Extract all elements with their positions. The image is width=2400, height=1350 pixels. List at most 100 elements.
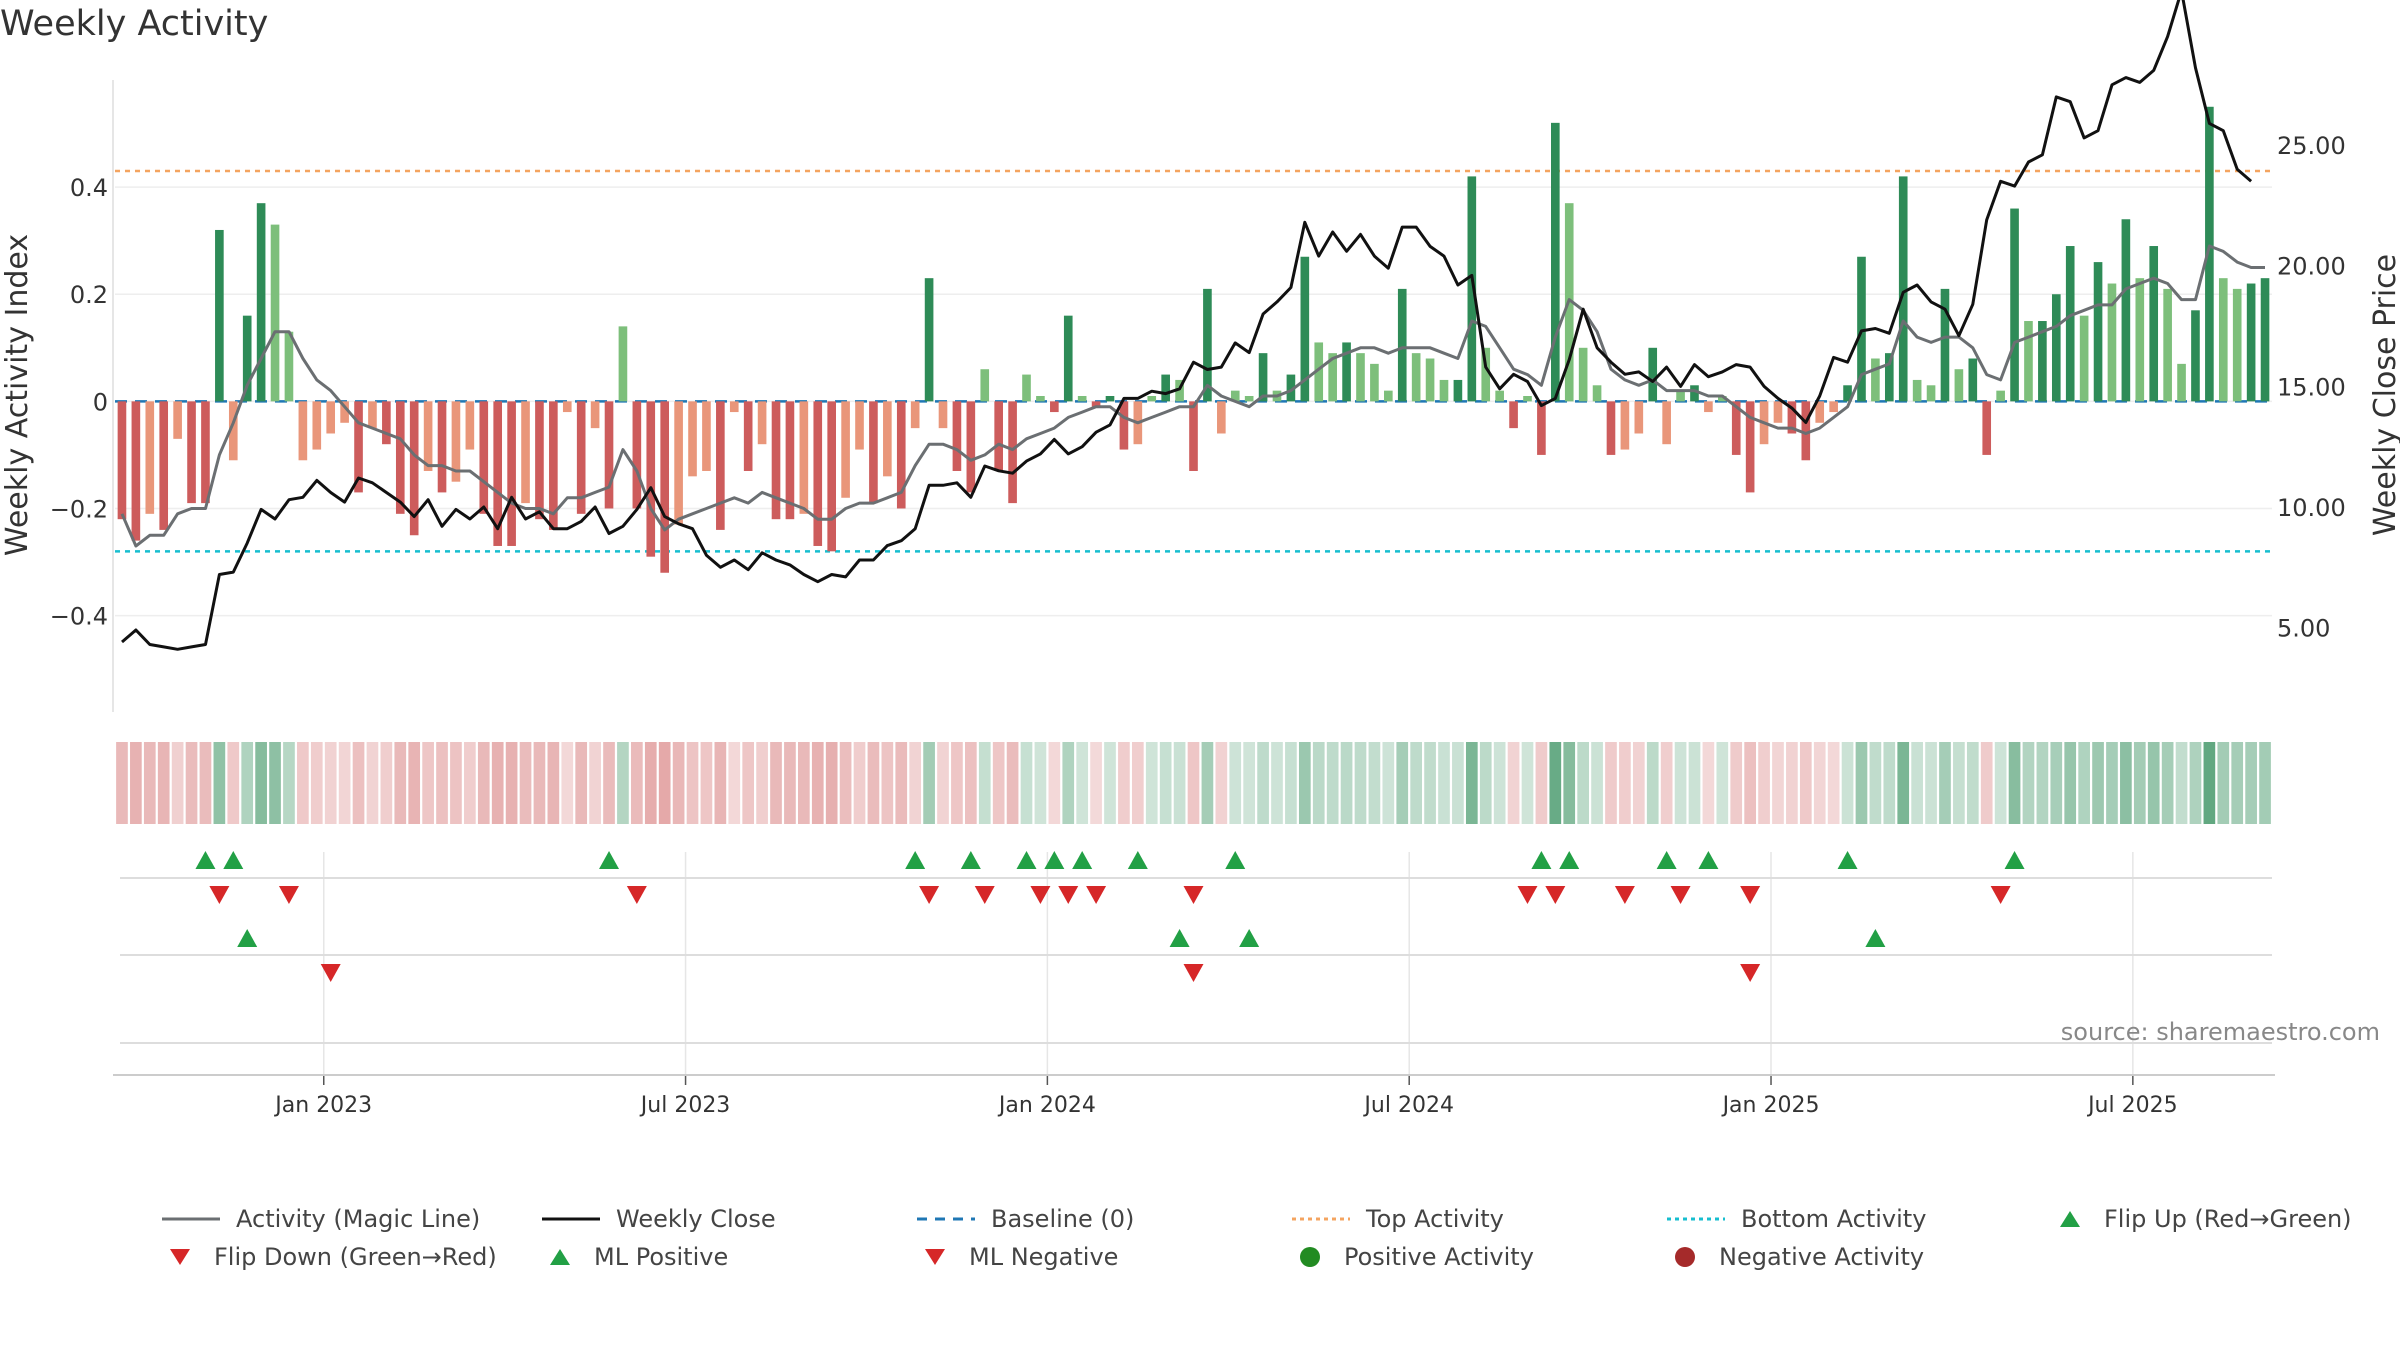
activity-bar [562,401,572,413]
activity-bar [1411,353,1421,402]
activity-strip-cell [1229,742,1242,824]
flip-down-marker [626,886,647,904]
legend-label: Weekly Close [616,1205,776,1233]
activity-strip-cell [547,742,560,824]
activity-bar [1676,390,1685,402]
activity-strip-cell [1883,742,1896,824]
activity-bar [1648,347,1658,402]
legend-swatch [925,1249,945,1265]
activity-bar [841,401,850,498]
activity-bar [2010,208,2019,402]
activity-bar [660,401,670,573]
activity-bar [1523,396,1532,402]
activity-bar [813,401,823,546]
legend-baseline: Baseline (0) [915,1205,1134,1233]
activity-bar [549,401,558,530]
activity-strip-cell [1827,742,1840,824]
activity-strip-cell [1966,742,1979,824]
activity-strip-cell [1758,742,1770,824]
activity-bar [1495,390,1504,402]
activity-bar [966,401,976,493]
flip-up-marker [599,851,620,869]
ml-positive-marker [237,929,258,947]
activity-strip-cell [1410,742,1423,824]
legend-label: Flip Down (Green→Red) [214,1243,497,1271]
activity-strip-cell [603,742,615,824]
activity-strip-cell [533,742,546,824]
activity-strip-cell [2217,742,2230,824]
activity-bar [785,401,795,520]
legend-activity-magic-line: Activity (Magic Line) [160,1205,480,1233]
activity-bar [382,401,391,445]
legend-swatch [162,1217,220,1221]
y-tick-label-left: 0.4 [70,174,108,202]
legend-label: Baseline (0) [991,1205,1135,1233]
activity-strip-cell [1340,742,1353,824]
activity-bar [2218,278,2228,402]
legend: Activity (Magic Line) Weekly Close Baselin… [160,1205,2400,1295]
activity-strip-cell [1980,742,1993,824]
activity-bar [1731,401,1741,455]
activity-strip-cell [1772,742,1784,824]
activity-strip-cell [853,742,866,824]
activity-strip-cell [1549,742,1562,824]
activity-bar [1008,401,1017,504]
y-tick-label-right: 20.00 [2277,253,2346,281]
activity-strip-cell [1285,742,1297,824]
activity-bar [1050,401,1059,413]
activity-strip-cell [1215,742,1228,824]
activity-bar [883,401,892,477]
flip-up-marker [1559,851,1580,869]
activity-bar [173,401,182,439]
activity-strip-cell [2106,742,2118,824]
activity-bar [507,401,516,546]
flip-down-marker [1670,886,1691,904]
y-tick-label-left: −0.4 [50,603,108,631]
activity-bar [215,229,224,402]
activity-strip-cell [1605,742,1617,824]
activity-bar [702,401,711,471]
legend-ml-positive: ML Positive [540,1243,728,1271]
magic-line [120,244,2265,548]
activity-bar [1370,363,1379,402]
activity-strip-cell [575,742,588,824]
activity-strip-cell [310,742,323,824]
activity-strip-cell [491,742,504,824]
activity-bar [298,401,308,461]
activity-bar [2038,321,2047,402]
activity-strip-cell [867,742,880,824]
activity-bar [1606,401,1616,455]
activity-bar [618,326,628,402]
activity-strip-cell [1841,742,1854,824]
axes: −0.4 −0.2 0 0.2 0.4 5.00 10.00 15.00 20.00 25.00 J… [50,80,2346,1118]
flip-down-marker [974,886,995,904]
activity-strip-cell [992,742,1005,824]
activity-strip-cell [1145,742,1158,824]
y-tick-label-right: 15.00 [2277,373,2346,401]
legend-swatch [170,1249,190,1265]
y-axis-label-left: Weekly Activity Index [0,234,35,556]
activity-bar [716,401,725,530]
activity-bar [2232,288,2242,402]
legend-swatch [1292,1217,1350,1221]
activity-strip-cell [2203,742,2216,824]
activity-strip-cell [658,742,671,824]
activity-bar [201,401,210,504]
activity-strip-cell [742,742,755,824]
activity-bar [2065,246,2075,402]
legend-label: Activity (Magic Line) [236,1205,481,1233]
activity-bar [590,401,600,429]
activity-strip-cell [2008,742,2021,824]
activity-bar [632,401,642,509]
activity-bar [1244,396,1254,402]
legend-swatch [917,1217,975,1221]
activity-strip-cell [589,742,601,824]
activity-bar [2093,262,2103,402]
source-credit: source: sharemaestro.com [2061,1018,2380,1046]
legend-label: ML Positive [594,1243,729,1271]
activity-strip-cell [116,742,128,824]
activity-strip-cell [1187,742,1200,824]
activity-strip-cell [1674,742,1687,824]
activity-strip-cell [157,742,170,824]
activity-bars [117,106,2270,573]
